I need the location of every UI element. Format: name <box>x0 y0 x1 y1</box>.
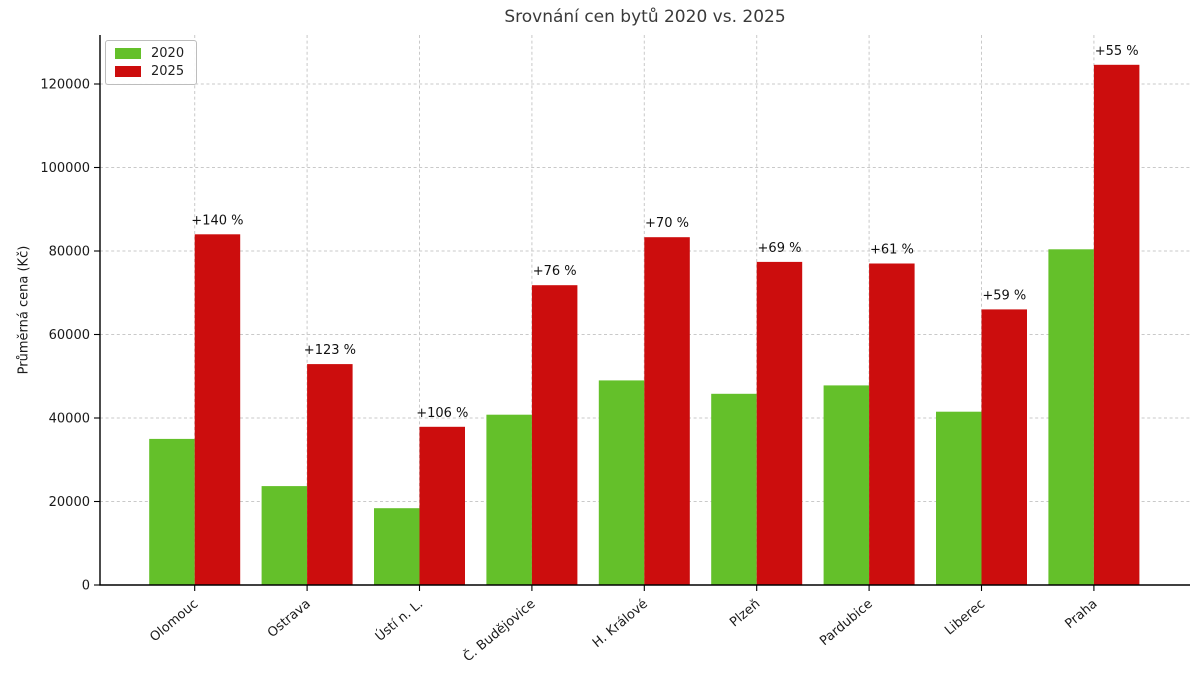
bar-2025 <box>307 364 353 585</box>
x-tick-label: Č. Budějovice <box>460 596 538 665</box>
pct-label: +140 % <box>191 213 243 228</box>
bar-2020 <box>261 486 308 585</box>
legend-swatch <box>115 48 141 59</box>
legend-item: 2025 <box>115 65 184 78</box>
bar-2020 <box>711 393 757 585</box>
bar-2020 <box>149 438 195 585</box>
bar-2025 <box>756 261 803 585</box>
pct-label: +61 % <box>870 243 914 258</box>
y-tick-label: 120000 <box>40 78 90 93</box>
x-tick-label: Ostrava <box>265 597 314 641</box>
x-tick-label: Praha <box>1062 597 1100 632</box>
y-tick-label: 60000 <box>49 328 90 343</box>
bar-2025 <box>419 426 465 585</box>
legend: 2020 2025 <box>105 40 198 85</box>
bar-2020 <box>823 385 870 585</box>
pct-label: +69 % <box>758 241 802 256</box>
y-tick-label: 0 <box>82 579 90 594</box>
legend-swatch <box>115 66 141 77</box>
bar-2020 <box>374 508 420 585</box>
pct-label: +123 % <box>304 343 356 358</box>
bar-2020 <box>1048 249 1094 586</box>
bar-2020 <box>936 411 982 585</box>
pct-label: +106 % <box>416 406 468 421</box>
x-tick-label: Liberec <box>942 597 988 639</box>
y-tick-label: 100000 <box>40 161 90 176</box>
bar-2025 <box>981 309 1027 585</box>
bar-2025 <box>194 234 241 586</box>
legend-label: 2025 <box>151 64 185 79</box>
pct-label: +70 % <box>645 216 689 231</box>
bar-2025 <box>531 285 578 585</box>
y-tick-label: 20000 <box>49 495 90 510</box>
bar-2025 <box>869 263 915 585</box>
bar-2025 <box>1093 64 1140 586</box>
bar-2020 <box>598 380 645 585</box>
x-tick-label: Pardubice <box>817 597 876 650</box>
legend-label: 2020 <box>151 46 185 61</box>
pct-label: +59 % <box>982 288 1026 303</box>
pct-label: +76 % <box>533 264 577 279</box>
x-tick-label: H. Králové <box>590 597 651 651</box>
y-tick-label: 80000 <box>49 245 90 260</box>
chart-title: Srovnání cen bytů 2020 vs. 2025 <box>504 7 786 27</box>
y-tick-label: 40000 <box>49 412 90 427</box>
bar-2025 <box>644 237 690 585</box>
bar-2020 <box>486 414 532 585</box>
x-tick-label: Plzeň <box>727 597 763 631</box>
pct-label: +55 % <box>1095 44 1139 59</box>
x-tick-label: Ústí n. L. <box>372 596 426 645</box>
legend-item: 2020 <box>115 47 184 60</box>
x-tick-label: Olomouc <box>147 597 201 646</box>
